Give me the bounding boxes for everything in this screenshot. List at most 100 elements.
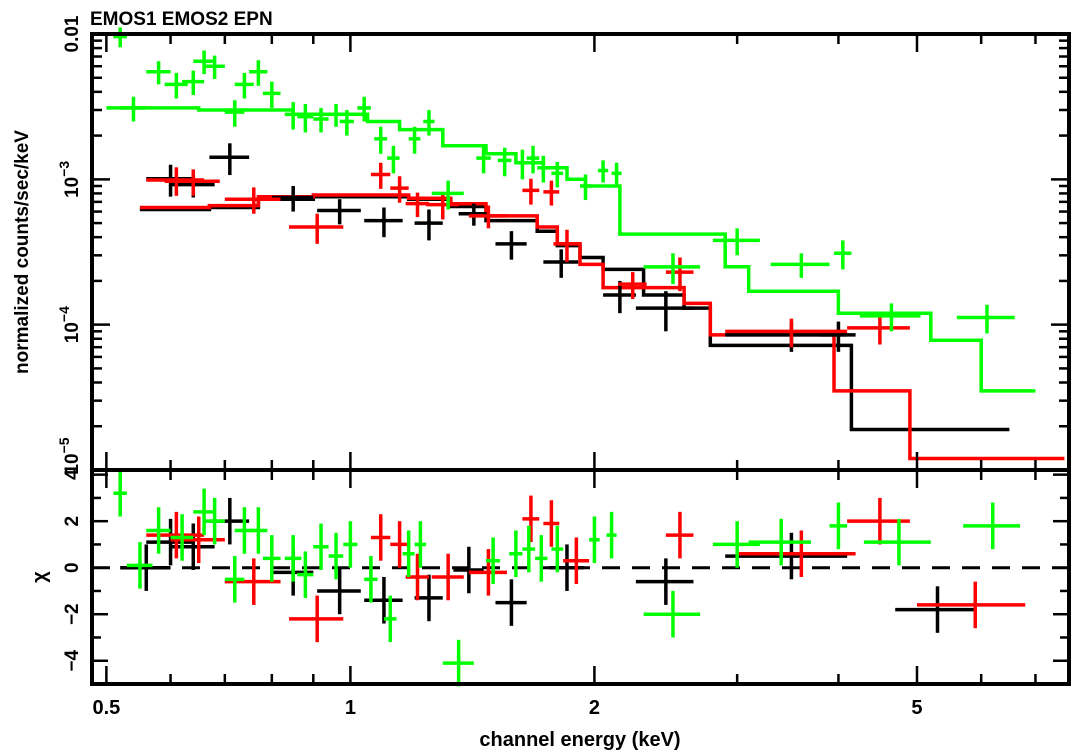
upper-point-0-2 xyxy=(209,143,250,176)
lower-point-2-12 xyxy=(313,523,329,571)
upper-point-0-11 xyxy=(635,291,694,332)
lower-point-2-2 xyxy=(146,507,171,554)
upper-point-1-3 xyxy=(289,213,344,244)
upper-point-2-16 xyxy=(357,96,371,122)
upper-y-tick-label: 10−5 xyxy=(56,437,83,474)
lower-point-1-11 xyxy=(563,537,590,584)
lower-point-1-1 xyxy=(170,516,225,564)
upper-point-2-26 xyxy=(537,155,550,183)
upper-point-2-9 xyxy=(249,60,268,86)
lower-point-0-5 xyxy=(317,567,361,615)
lower-point-2-16 xyxy=(383,595,397,643)
lower-point-2-15 xyxy=(364,556,378,603)
x-tick-label: 1 xyxy=(345,697,356,719)
upper-point-2-1 xyxy=(120,96,147,122)
x-tick-label: 5 xyxy=(911,697,922,719)
upper-data-points xyxy=(113,27,1015,352)
upper-point-1-12 xyxy=(618,272,647,300)
upper-point-2-27 xyxy=(551,161,564,188)
upper-point-2-24 xyxy=(515,149,529,180)
upper-point-2-25 xyxy=(526,145,540,174)
upper-point-0-8 xyxy=(495,231,527,260)
lower-point-1-3 xyxy=(289,595,344,643)
lower-point-2-0 xyxy=(113,470,127,517)
upper-point-2-17 xyxy=(374,126,388,154)
upper-point-1-14 xyxy=(725,318,848,348)
upper-point-2-4 xyxy=(182,70,205,96)
lower-point-2-13 xyxy=(328,532,344,580)
upper-y-tick-label: 10−3 xyxy=(56,161,83,198)
upper-point-2-28 xyxy=(580,174,591,201)
upper-model-lines xyxy=(106,106,1065,461)
lower-point-2-14 xyxy=(343,521,358,568)
upper-point-1-11 xyxy=(553,229,581,262)
upper-point-2-32 xyxy=(712,228,760,256)
upper-point-0-4 xyxy=(317,199,361,225)
lower-point-2-6 xyxy=(224,556,245,603)
lower-point-2-23 xyxy=(535,535,548,582)
lower-point-2-18 xyxy=(414,521,427,568)
lower-point-2-17 xyxy=(402,530,415,577)
lower-point-1-5 xyxy=(390,521,409,568)
upper-point-1-10 xyxy=(543,180,560,206)
x-tick-label: 0.5 xyxy=(92,697,120,719)
upper-point-1-9 xyxy=(522,178,540,205)
lower-point-2-24 xyxy=(551,525,564,573)
upper-y-tick-label: 0.01 xyxy=(62,15,83,52)
upper-point-1-1 xyxy=(164,169,220,196)
lower-point-1-7 xyxy=(431,553,464,601)
lower-point-0-8 xyxy=(453,546,484,594)
lower-point-2-27 xyxy=(643,590,701,638)
upper-point-2-12 xyxy=(297,103,314,133)
upper-point-1-6 xyxy=(405,192,429,218)
lower-y-tick-label: −4 xyxy=(62,649,83,671)
lower-point-0-12 xyxy=(725,532,848,580)
upper-point-2-8 xyxy=(234,72,254,99)
upper-point-2-35 xyxy=(859,303,921,332)
axis-ticks xyxy=(92,32,1069,684)
lower-point-1-13 xyxy=(737,530,856,577)
x-axis-label: channel energy (keV) xyxy=(479,729,680,751)
upper-point-2-18 xyxy=(387,145,400,174)
upper-point-1-2 xyxy=(224,187,281,214)
upper-point-0-12 xyxy=(725,321,848,352)
upper-point-2-21 xyxy=(431,180,464,210)
upper-point-2-34 xyxy=(834,240,852,270)
upper-point-2-11 xyxy=(284,102,302,130)
upper-point-2-10 xyxy=(262,81,281,108)
lower-point-2-11 xyxy=(297,551,314,598)
lower-point-2-32 xyxy=(963,502,1021,550)
lower-point-0-10 xyxy=(549,544,584,591)
upper-point-0-9 xyxy=(543,249,579,278)
lower-point-2-21 xyxy=(509,530,523,577)
lower-point-2-4 xyxy=(193,488,215,536)
lower-point-2-5 xyxy=(204,497,225,545)
upper-point-2-6 xyxy=(204,55,225,80)
upper-point-0-10 xyxy=(603,280,636,314)
lower-point-1-15 xyxy=(916,581,1026,629)
upper-point-2-13 xyxy=(313,107,329,133)
lower-point-2-29 xyxy=(748,518,811,566)
lower-point-2-25 xyxy=(589,516,600,564)
upper-y-tick-label: 10−4 xyxy=(56,306,83,343)
lower-y-tick-label: 4 xyxy=(62,469,83,480)
upper-y-axis-label: normalized counts/sec/keV xyxy=(12,130,33,374)
upper-point-2-22 xyxy=(476,145,491,174)
lower-point-1-4 xyxy=(370,514,391,561)
lower-point-2-1 xyxy=(126,542,153,589)
lower-point-2-31 xyxy=(863,518,931,566)
upper-point-2-29 xyxy=(597,160,609,183)
upper-point-2-3 xyxy=(164,72,188,99)
upper-point-1-4 xyxy=(370,162,391,189)
upper-point-2-15 xyxy=(339,109,354,136)
lower-point-2-26 xyxy=(606,511,617,559)
model-line-1 xyxy=(139,193,1065,461)
upper-point-2-19 xyxy=(408,126,421,154)
lower-point-2-30 xyxy=(829,502,848,550)
upper-point-0-6 xyxy=(414,209,443,241)
upper-point-2-20 xyxy=(423,109,435,136)
upper-point-2-33 xyxy=(770,253,830,278)
lower-point-2-9 xyxy=(262,535,281,582)
upper-point-2-31 xyxy=(643,253,701,285)
